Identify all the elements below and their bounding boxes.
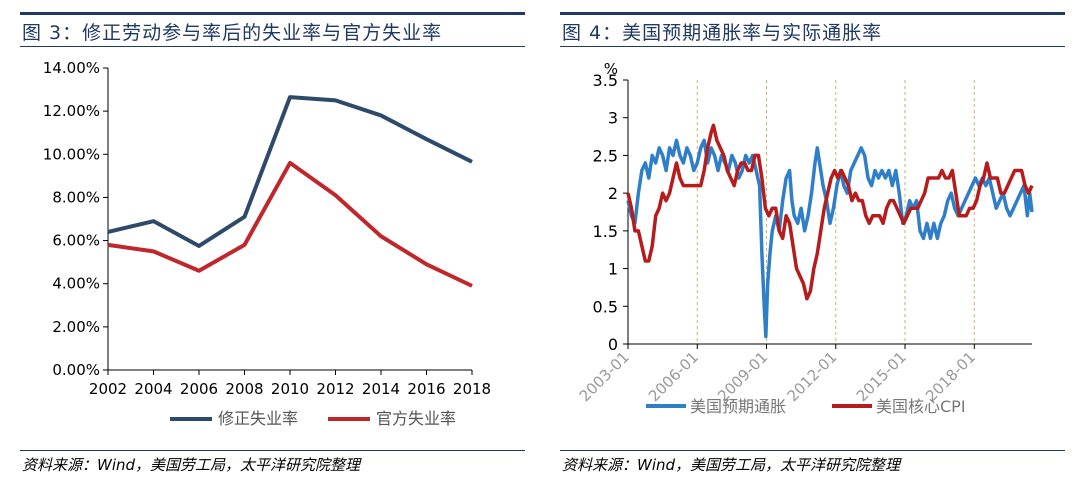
y-tick-label: 14.00% — [43, 59, 100, 77]
source-note: 资料来源：Wind，美国劳工局，太平洋研究院整理 — [22, 456, 361, 474]
y-tick-label: 0 — [608, 335, 618, 354]
x-tick-label: 2016 — [407, 380, 445, 398]
y-tick-label: 3 — [608, 109, 618, 128]
top-rule — [20, 12, 525, 15]
figure-title: 图 3：修正劳动参与率后的失业率与官方失业率 — [22, 22, 443, 44]
x-tick-label: 2006 — [180, 380, 218, 398]
y-axis-unit: % — [604, 60, 618, 78]
x-tick-label: 2010 — [271, 380, 309, 398]
y-tick-label: 8.00% — [52, 188, 100, 206]
title-rule — [560, 46, 1065, 47]
y-tick-label: 12.00% — [43, 102, 100, 120]
legend-label: 修正失业率 — [218, 409, 298, 428]
source-note: 资料来源：Wind，美国劳工局，太平洋研究院整理 — [562, 456, 901, 474]
title-rule — [20, 46, 525, 47]
x-tick-label: 2012-01 — [784, 348, 841, 405]
y-tick-label: 0.00% — [52, 361, 100, 379]
x-tick-label: 2008 — [225, 380, 263, 398]
y-tick-label: 4.00% — [52, 275, 100, 293]
x-tick-label: 2014 — [362, 380, 400, 398]
y-tick-label: 10.00% — [43, 145, 100, 163]
series-line — [626, 123, 1034, 301]
top-rule — [560, 12, 1065, 15]
figure-3-panel: 图 3：修正劳动参与率后的失业率与官方失业率 0.00% 2.00% 4.00% 6.… — [20, 0, 525, 482]
x-tick-label: 2012 — [316, 380, 354, 398]
series-line — [107, 95, 473, 248]
x-tick-label: 2002 — [89, 380, 127, 398]
figure-4-panel: 图 4：美国预期通胀率与实际通胀率 % 0 0.5 1 1.5 2 2.5 3 3.5 2003-… — [560, 0, 1065, 482]
bottom-rule — [20, 450, 525, 451]
legend-label: 官方失业率 — [376, 409, 456, 428]
legend-label: 美国核心CPI — [876, 397, 966, 416]
unemployment-chart: 0.00% 2.00% 4.00% 6.00% 8.00% 10.00% 12.00% 14.… — [43, 59, 491, 428]
y-tick-label: 1 — [608, 260, 618, 279]
y-tick-label: 2 — [608, 184, 618, 203]
y-tick-label: 2.5 — [593, 146, 618, 165]
y-tick-label: 3.5 — [593, 71, 618, 90]
series-line — [107, 160, 473, 288]
y-tick-label: 1.5 — [593, 222, 618, 241]
x-tick-label: 2004 — [134, 380, 172, 398]
x-tick-label: 2018 — [453, 380, 491, 398]
legend-label: 美国预期通胀 — [690, 397, 786, 416]
figure-title: 图 4：美国预期通胀率与实际通胀率 — [562, 22, 883, 44]
series-line — [626, 138, 1034, 339]
y-tick-label: 2.00% — [52, 318, 100, 336]
y-tick-label: 6.00% — [52, 232, 100, 250]
x-tick-label: 2003-01 — [576, 348, 633, 405]
y-tick-label: 0.5 — [593, 297, 618, 316]
bottom-rule — [560, 450, 1065, 451]
